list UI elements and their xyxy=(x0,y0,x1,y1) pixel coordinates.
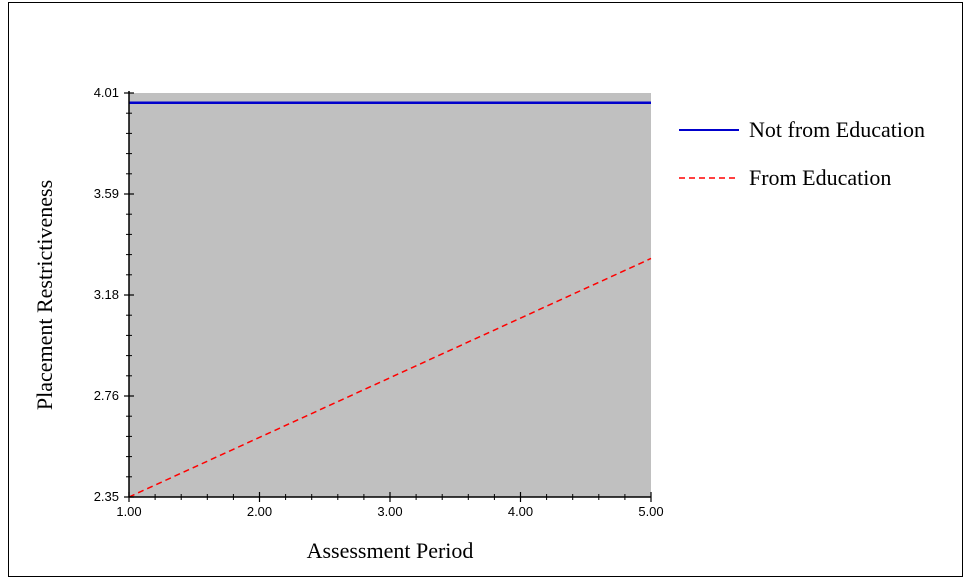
legend-label-1: Not from Education xyxy=(749,117,925,142)
y-tick-label: 2.35 xyxy=(94,489,119,504)
legend: Not from Education From Education xyxy=(679,117,925,190)
y-axis-title: Placement Restrictiveness xyxy=(32,180,57,410)
y-tick-label: 4.01 xyxy=(94,85,119,100)
series-layer xyxy=(128,101,652,498)
x-tick-label: 5.00 xyxy=(638,504,663,519)
plot-area xyxy=(129,93,651,497)
y-tick-label: 3.18 xyxy=(94,287,119,302)
series-line-2 xyxy=(128,257,652,498)
y-tick-label: 3.59 xyxy=(94,186,119,201)
x-axis-title: Assessment Period xyxy=(307,538,474,563)
axes: 2.35 2.76 3.18 3.59 4.01 1.00 2.00 3.00 4.00 5.00 xyxy=(94,85,664,519)
x-tick-label: 4.00 xyxy=(508,504,533,519)
legend-label-2: From Education xyxy=(749,165,891,190)
x-tick-label: 1.00 xyxy=(116,504,141,519)
x-tick-label: 2.00 xyxy=(247,504,272,519)
x-tick-label: 3.00 xyxy=(377,504,402,519)
y-tick-label: 2.76 xyxy=(94,388,119,403)
